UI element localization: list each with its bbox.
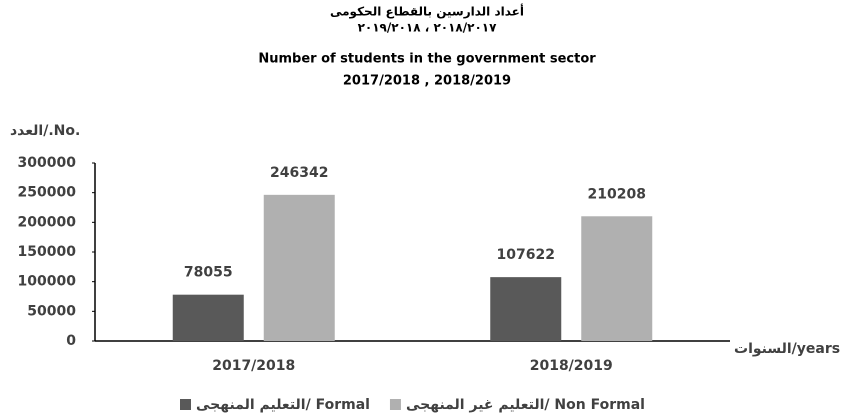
y-tick-label: 100000 <box>18 274 77 290</box>
y-tick-label: 50000 <box>27 303 76 319</box>
y-tick-label: 150000 <box>18 244 77 260</box>
value-label: 246342 <box>270 165 328 181</box>
y-axis-label: العدد/.No. <box>10 123 80 139</box>
y-tick-label: 0 <box>66 333 76 349</box>
value-label: 78055 <box>184 265 233 281</box>
x-axis-label: السنوات/years <box>734 341 840 357</box>
bar <box>263 194 335 341</box>
y-tick-label: 200000 <box>18 214 77 230</box>
legend-label: التعليم غير المنهجى/ Non Formal <box>406 397 645 413</box>
y-tick-label: 250000 <box>18 185 77 201</box>
bar <box>581 216 653 341</box>
chart-subtitle-en: 2017/2018 , 2018/2019 <box>343 74 511 89</box>
legend-swatch <box>389 399 401 410</box>
value-label: 107622 <box>497 247 555 263</box>
chart-title: أعداد الدارسين بالقطاع الحكومى <box>330 4 524 20</box>
x-tick-label: 2017/2018 <box>212 358 295 374</box>
legend-label: التعليم المنهجى/ Formal <box>196 397 370 413</box>
chart-title-en: Number of students in the government sec… <box>258 52 596 67</box>
chart-subtitle: ٢٠١٩/٢٠١٨ ، ٢٠١٨/٢٠١٧ <box>358 21 498 35</box>
bar <box>172 294 244 341</box>
y-tick-label: 300000 <box>18 155 77 171</box>
legend-swatch <box>180 399 191 410</box>
x-tick-label: 2018/2019 <box>530 358 613 374</box>
bar <box>490 277 562 341</box>
value-label: 210208 <box>588 186 646 202</box>
